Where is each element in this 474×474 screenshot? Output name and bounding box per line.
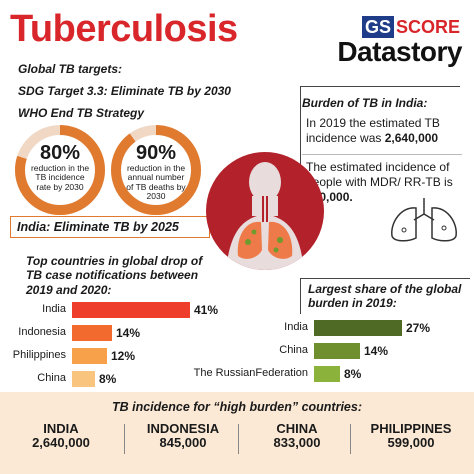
burden-incidence-text: In 2019 the estimated TB incidence was: [306, 116, 440, 145]
lungs-outline-icon: [391, 198, 457, 242]
page-title: Tuberculosis: [10, 8, 238, 50]
drop-chart-title: Top countries in global drop of TB case …: [26, 254, 203, 297]
hb-country-value: 2,640,000: [32, 435, 90, 451]
lungs-icon: [226, 162, 304, 270]
hb-country-name: INDIA: [43, 421, 79, 436]
hb-country: INDIA 2,640,000: [6, 421, 116, 451]
bar: [72, 348, 107, 364]
burden-incidence: In 2019 the estimated TB incidence was 2…: [306, 116, 466, 146]
burden-title: Burden of TB in India:: [302, 96, 428, 110]
bar-value: 27%: [406, 321, 431, 335]
bar-label: Philippines: [12, 349, 66, 361]
burden-incidence-value: 2,640,000: [384, 131, 439, 145]
global-targets-heading: Global TB targets:: [18, 62, 123, 76]
circle-percent: 80%: [39, 142, 81, 164]
logo-score: SCORE: [395, 17, 460, 37]
circle-text: reduction in the TB incidence rate by 20…: [30, 163, 90, 192]
hb-country-name: CHINA: [276, 421, 318, 436]
hb-country-name: PHILIPPINES: [370, 421, 452, 436]
bar-label: India: [284, 321, 308, 333]
bar: [72, 325, 112, 341]
burden-frame: [300, 86, 460, 186]
bar-value: 8%: [344, 367, 362, 381]
bar-value: 14%: [116, 326, 141, 340]
divider: [238, 424, 239, 454]
lungs-illustration: [206, 152, 324, 270]
india-goal-banner: India: Eliminate TB by 2025: [10, 216, 210, 238]
who-strategy: WHO End TB Strategy: [18, 106, 145, 120]
bar: [314, 343, 360, 359]
hb-country: CHINA 833,000: [242, 421, 352, 451]
share-frame-side: [300, 278, 301, 314]
hb-country-value: 845,000: [159, 435, 207, 451]
target-circle-deaths: 90% reduction in the annual number of TB…: [110, 124, 202, 216]
divider: [124, 424, 125, 454]
high-burden-title: TB incidence for “high burden” countries…: [111, 400, 362, 414]
bar-label: China: [279, 344, 308, 356]
gs-score-logo: GS SCORE Datastory: [322, 16, 463, 72]
logo-gs: GS: [361, 16, 394, 38]
bar: [72, 371, 95, 387]
share-chart-title: Largest share of the global burden in 20…: [308, 282, 462, 311]
bar-label: The RussianFederation: [193, 367, 308, 379]
bar-value: 12%: [111, 349, 136, 363]
bar: [314, 320, 402, 336]
hb-country-value: 833,000: [273, 435, 321, 451]
burden-mdr-text: The estimated incidence of people with M…: [306, 160, 453, 189]
target-circle-incidence: 80% reduction in the TB incidence rate b…: [14, 124, 106, 216]
share-frame: [300, 278, 470, 279]
hb-country-name: INDONESIA: [146, 421, 220, 436]
bar-label: China: [37, 372, 66, 384]
bar: [314, 366, 340, 382]
divider: [302, 154, 462, 155]
sdg-target: SDG Target 3.3: Eliminate TB by 2030: [18, 84, 231, 98]
high-burden-panel: [0, 392, 474, 474]
hb-country: PHILIPPINES 599,000: [356, 421, 466, 451]
logo-datastory: Datastory: [337, 36, 462, 67]
hb-country-value: 599,000: [387, 435, 435, 451]
bar-label: Indonesia: [18, 326, 66, 338]
circle-percent: 90%: [135, 142, 177, 164]
ring-icon: [15, 125, 105, 215]
bar-label: India: [42, 303, 66, 315]
bar: [72, 302, 190, 318]
divider: [350, 424, 351, 454]
circle-text: reduction in the annual number of TB dea…: [126, 163, 186, 202]
hb-country: INDONESIA 845,000: [128, 421, 238, 451]
bar-value: 14%: [364, 344, 389, 358]
ring-icon: [111, 125, 201, 215]
bar-value: 8%: [99, 372, 117, 386]
bar-value: 41%: [194, 303, 219, 317]
